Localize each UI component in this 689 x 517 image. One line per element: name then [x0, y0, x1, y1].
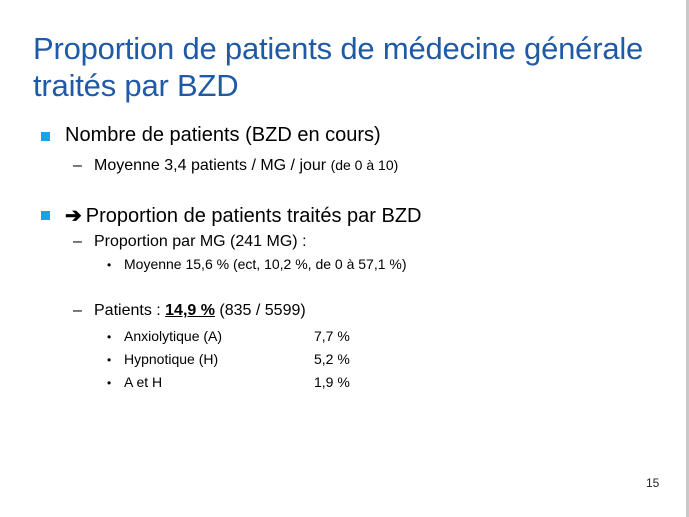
bullet-2-text: ➔ Proportion de patients traités par BZD [65, 203, 422, 228]
item-label: Hypnotique (H) [124, 351, 219, 367]
dash-icon: – [73, 157, 82, 174]
bullet-square-icon [41, 211, 50, 220]
bullet-2-sub-1: Proportion par MG (241 MG) : [94, 233, 307, 250]
bullet-1-sub-1: Moyenne 3,4 patients / MG / jour (de 0 à… [94, 157, 398, 175]
item-label: A et H [124, 374, 163, 390]
patients-count: (835 / 5599) [214, 302, 306, 319]
item-value: 1,9 % [314, 374, 350, 390]
sub-text: Moyenne 3,4 patients / MG / jour [94, 157, 331, 174]
arrow-right-icon: ➔ [65, 205, 82, 227]
dot-icon: • [107, 330, 112, 344]
sub-range: (de 0 à 10) [330, 157, 399, 173]
item-value: 7,7 % [314, 328, 350, 344]
bullet-square-icon [41, 132, 50, 141]
page-number: 15 [646, 476, 660, 490]
bullet-2-sub-1-item: Moyenne 15,6 % (ect, 10,2 %, de 0 à 57,1… [124, 256, 407, 272]
slide-border [686, 0, 689, 517]
bullet-2-label: Proportion de patients traités par BZD [85, 205, 422, 227]
item-value: 5,2 % [314, 351, 350, 367]
dash-icon: – [73, 233, 82, 250]
dash-icon: – [73, 302, 82, 319]
dot-icon: • [107, 376, 112, 390]
dot-icon: • [107, 258, 112, 272]
bullet-1-text: Nombre de patients (BZD en cours) [65, 124, 381, 146]
item-label: Anxiolytique (A) [124, 328, 223, 344]
patients-percent: 14,9 % [165, 302, 215, 319]
slide-title: Proportion de patients de médecine génér… [33, 31, 644, 103]
dot-icon: • [107, 353, 112, 367]
patients-prefix: Patients : [94, 302, 166, 319]
bullet-2-sub-2: Patients : 14,9 % (835 / 5599) [94, 302, 306, 320]
